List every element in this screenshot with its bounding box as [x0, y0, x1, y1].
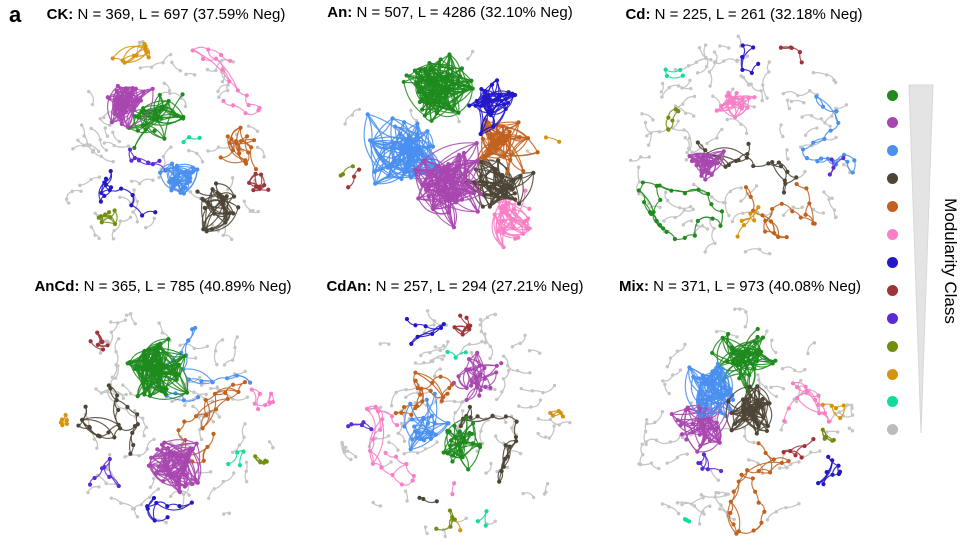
legend-dot-class-4 — [887, 201, 898, 213]
panel-title-ck-id: CK: — [46, 6, 74, 23]
legend-dot-class-3 — [887, 173, 898, 185]
legend-dot-class-1 — [887, 117, 898, 129]
legend-dot-class-7 — [887, 284, 898, 296]
legend-dot-class-10 — [887, 368, 898, 380]
panel-title-an-stats: N = 507, L = 4286 (32.10% Neg) — [352, 4, 573, 21]
panel-title-an-id: An: — [327, 4, 353, 21]
panel-ancd: AnCd: N = 365, L = 785 (40.89% Neg) — [23, 278, 303, 542]
panel-title-cdan: CdAn: N = 257, L = 294 (27.21% Neg) — [315, 278, 595, 295]
legend-dot-class-11 — [887, 396, 898, 408]
legend-dot-class-8 — [887, 312, 898, 324]
panel-title-mix-id: Mix: — [618, 278, 649, 295]
panel-title-an: An: N = 507, L = 4286 (32.10% Neg) — [312, 4, 588, 21]
panel-title-ck: CK: N = 369, L = 697 (37.59% Neg) — [22, 6, 310, 23]
panel-title-ancd-stats: N = 365, L = 785 (40.89% Neg) — [79, 278, 292, 295]
network-graph-ck — [46, 30, 286, 270]
network-graph-mix — [620, 302, 860, 542]
panel-title-mix-stats: N = 371, L = 973 (40.08% Neg) — [648, 278, 862, 295]
legend-dot-class-6 — [887, 256, 898, 268]
panel-title-cd-stats: N = 225, L = 261 (32.18% Neg) — [650, 6, 863, 23]
panel-ck: CK: N = 369, L = 697 (37.59% Neg) — [22, 6, 310, 270]
legend-wedge — [908, 84, 934, 434]
panel-an: An: N = 507, L = 4286 (32.10% Neg) — [312, 4, 588, 268]
panel-title-ck-stats: N = 369, L = 697 (37.59% Neg) — [73, 6, 286, 23]
figure-label: a — [9, 2, 22, 27]
panel-title-cdan-stats: N = 257, L = 294 (27.21% Neg) — [371, 278, 584, 295]
panel-cdan: CdAn: N = 257, L = 294 (27.21% Neg) — [315, 278, 595, 542]
legend-dot-class-9 — [887, 340, 898, 352]
legend-dot-class-12 — [887, 424, 898, 436]
legend-dot-class-0 — [887, 89, 898, 101]
panel-title-ancd-id: AnCd: — [34, 278, 80, 295]
network-graph-an — [330, 28, 570, 268]
panel-title-cdan-id: CdAn: — [326, 278, 372, 295]
panel-mix: Mix: N = 371, L = 973 (40.08% Neg) — [600, 278, 880, 542]
legend-dot-class-2 — [887, 145, 898, 157]
legend-dot-class-5 — [887, 229, 898, 240]
network-graph-ancd — [43, 302, 283, 542]
panel-title-cd-id: Cd: — [625, 6, 651, 23]
panel-title-ancd: AnCd: N = 365, L = 785 (40.89% Neg) — [23, 278, 303, 295]
legend-title: Modularity Class — [941, 198, 960, 324]
network-graph-cdan — [335, 302, 575, 542]
network-graph-cd — [624, 30, 864, 270]
panel-title-cd: Cd: N = 225, L = 261 (32.18% Neg) — [604, 6, 884, 23]
legend-wedge-shape — [908, 84, 934, 434]
panel-title-mix: Mix: N = 371, L = 973 (40.08% Neg) — [600, 278, 880, 295]
panel-cd: Cd: N = 225, L = 261 (32.18% Neg) — [604, 6, 884, 270]
